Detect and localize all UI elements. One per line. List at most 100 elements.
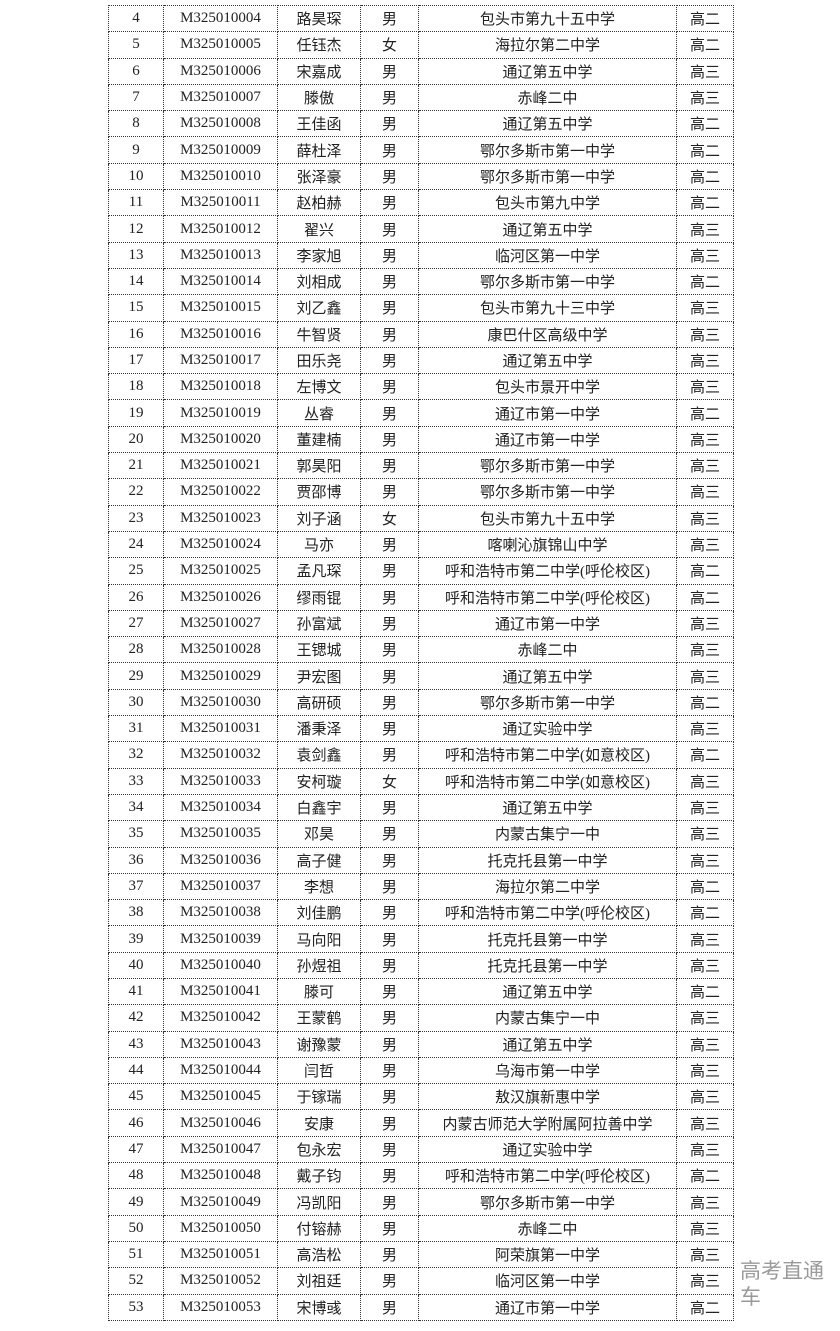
- id-cell: M325010050: [163, 1214, 278, 1242]
- grade-cell: 高三: [676, 609, 734, 638]
- grade-cell: 高三: [676, 846, 734, 874]
- name-cell: 左博文: [277, 373, 361, 401]
- grade-cell: 高二: [676, 399, 734, 427]
- name-cell: 王佳函: [277, 110, 361, 138]
- school-cell: 呼和浩特市第二中学(呼伦校区): [418, 899, 677, 927]
- id-cell: M325010023: [163, 504, 278, 532]
- school-cell: 内蒙古集宁一中: [418, 820, 677, 848]
- id-cell: M325010012: [163, 215, 278, 243]
- school-cell: 通辽市第一中学: [418, 425, 677, 454]
- index-cell: 43: [108, 1030, 164, 1058]
- name-cell: 潘秉泽: [277, 715, 361, 743]
- id-cell: M325010014: [163, 267, 278, 296]
- grade-cell: 高二: [676, 4, 734, 33]
- table-row: 49 M325010049 冯凯阳男鄂尔多斯市第一中学 高三: [108, 1188, 734, 1216]
- grade-cell: 高二: [676, 1293, 734, 1321]
- id-cell: M325010022: [163, 478, 278, 506]
- index-cell: 7: [108, 83, 164, 112]
- name-cell: 于镓瑞: [277, 1083, 361, 1111]
- name-cell: 安柯璇: [277, 767, 361, 795]
- index-cell: 19: [108, 399, 164, 427]
- gender-cell: 男: [360, 267, 419, 296]
- grade-cell: 高三: [676, 1030, 734, 1058]
- grade-cell: 高二: [676, 899, 734, 927]
- index-cell: 13: [108, 241, 164, 269]
- index-cell: 16: [108, 320, 164, 348]
- gender-cell: 男: [360, 83, 419, 112]
- name-cell: 安康: [277, 1109, 361, 1137]
- gender-cell: 女: [360, 31, 419, 59]
- index-cell: 18: [108, 373, 164, 401]
- school-cell: 包头市第九十五中学: [418, 504, 677, 532]
- table-row: 17 M325010017 田乐尧男通辽第五中学 高三: [108, 346, 734, 375]
- index-cell: 8: [108, 110, 164, 138]
- grade-cell: 高二: [676, 557, 734, 585]
- name-cell: 丛睿: [277, 399, 361, 427]
- id-cell: M325010051: [163, 1240, 278, 1269]
- school-cell: 内蒙古师范大学附属阿拉善中学: [418, 1109, 677, 1137]
- index-cell: 15: [108, 294, 164, 322]
- school-cell: 呼和浩特市第二中学(呼伦校区): [418, 1162, 677, 1190]
- index-cell: 17: [108, 346, 164, 375]
- table-row: 37 M325010037 李想男海拉尔第二中学 高二: [108, 872, 734, 901]
- student-list-table: 4 M325010004 路昊琛男包头市第九十五中学 高二 5 M325010005 任钰杰…: [108, 4, 734, 1321]
- id-cell: M325010005: [163, 31, 278, 59]
- table-row: 30 M325010030 高研硕男鄂尔多斯市第一中学 高二: [108, 688, 734, 717]
- index-cell: 26: [108, 583, 164, 611]
- grade-cell: 高二: [676, 110, 734, 138]
- id-cell: M325010004: [163, 4, 278, 33]
- table-row: 23 M325010023 刘子涵女包头市第九十五中学 高三: [108, 504, 734, 532]
- grade-cell: 高三: [676, 478, 734, 506]
- school-cell: 鄂尔多斯市第一中学: [418, 136, 677, 164]
- index-cell: 40: [108, 951, 164, 979]
- index-cell: 49: [108, 1188, 164, 1216]
- table-row: 7 M325010007 滕傲男赤峰二中 高三: [108, 83, 734, 112]
- table-row: 8 M325010008 王佳函男通辽第五中学 高二: [108, 110, 734, 138]
- gender-cell: 男: [360, 1240, 419, 1269]
- index-cell: 27: [108, 609, 164, 638]
- table-row: 6 M325010006 宋嘉成男通辽第五中学 高三: [108, 57, 734, 85]
- name-cell: 贾邵博: [277, 478, 361, 506]
- index-cell: 9: [108, 136, 164, 164]
- table-row: 52 M325010052 刘祖廷男临河区第一中学 高三: [108, 1267, 734, 1295]
- grade-cell: 高三: [676, 951, 734, 979]
- id-cell: M325010026: [163, 583, 278, 611]
- index-cell: 34: [108, 793, 164, 822]
- school-cell: 通辽第五中学: [418, 57, 677, 85]
- gender-cell: 男: [360, 1162, 419, 1190]
- id-cell: M325010044: [163, 1056, 278, 1085]
- grade-cell: 高三: [676, 1240, 734, 1269]
- table-body: 4 M325010004 路昊琛男包头市第九十五中学 高二 5 M325010005 任钰杰…: [108, 4, 734, 1321]
- table-row: 24 M325010024 马亦男喀喇沁旗锦山中学 高三: [108, 530, 734, 559]
- gender-cell: 男: [360, 820, 419, 848]
- index-cell: 14: [108, 267, 164, 296]
- grade-cell: 高二: [676, 31, 734, 59]
- id-cell: M325010040: [163, 951, 278, 979]
- id-cell: M325010024: [163, 530, 278, 559]
- school-cell: 海拉尔第二中学: [418, 31, 677, 59]
- id-cell: M325010016: [163, 320, 278, 348]
- school-cell: 通辽第五中学: [418, 110, 677, 138]
- school-cell: 通辽第五中学: [418, 977, 677, 1006]
- name-cell: 高浩松: [277, 1240, 361, 1269]
- school-cell: 鄂尔多斯市第一中学: [418, 478, 677, 506]
- table-row: 4 M325010004 路昊琛男包头市第九十五中学 高二: [108, 4, 734, 33]
- school-cell: 呼和浩特市第二中学(如意校区): [418, 767, 677, 795]
- id-cell: M325010048: [163, 1162, 278, 1190]
- name-cell: 包永宏: [277, 1135, 361, 1164]
- name-cell: 滕傲: [277, 83, 361, 112]
- table-row: 47 M325010047 包永宏男通辽实验中学 高三: [108, 1135, 734, 1164]
- grade-cell: 高三: [676, 1214, 734, 1242]
- table-row: 27 M325010027 孙富斌男通辽市第一中学 高三: [108, 609, 734, 638]
- gender-cell: 男: [360, 189, 419, 217]
- name-cell: 刘相成: [277, 267, 361, 296]
- school-cell: 康巴什区高级中学: [418, 320, 677, 348]
- table-row: 5 M325010005 任钰杰女海拉尔第二中学 高二: [108, 31, 734, 59]
- id-cell: M325010034: [163, 793, 278, 822]
- id-cell: M325010052: [163, 1267, 278, 1295]
- name-cell: 袁剑鑫: [277, 741, 361, 769]
- id-cell: M325010025: [163, 557, 278, 585]
- name-cell: 宋嘉成: [277, 57, 361, 85]
- index-cell: 21: [108, 452, 164, 480]
- name-cell: 王锶城: [277, 636, 361, 664]
